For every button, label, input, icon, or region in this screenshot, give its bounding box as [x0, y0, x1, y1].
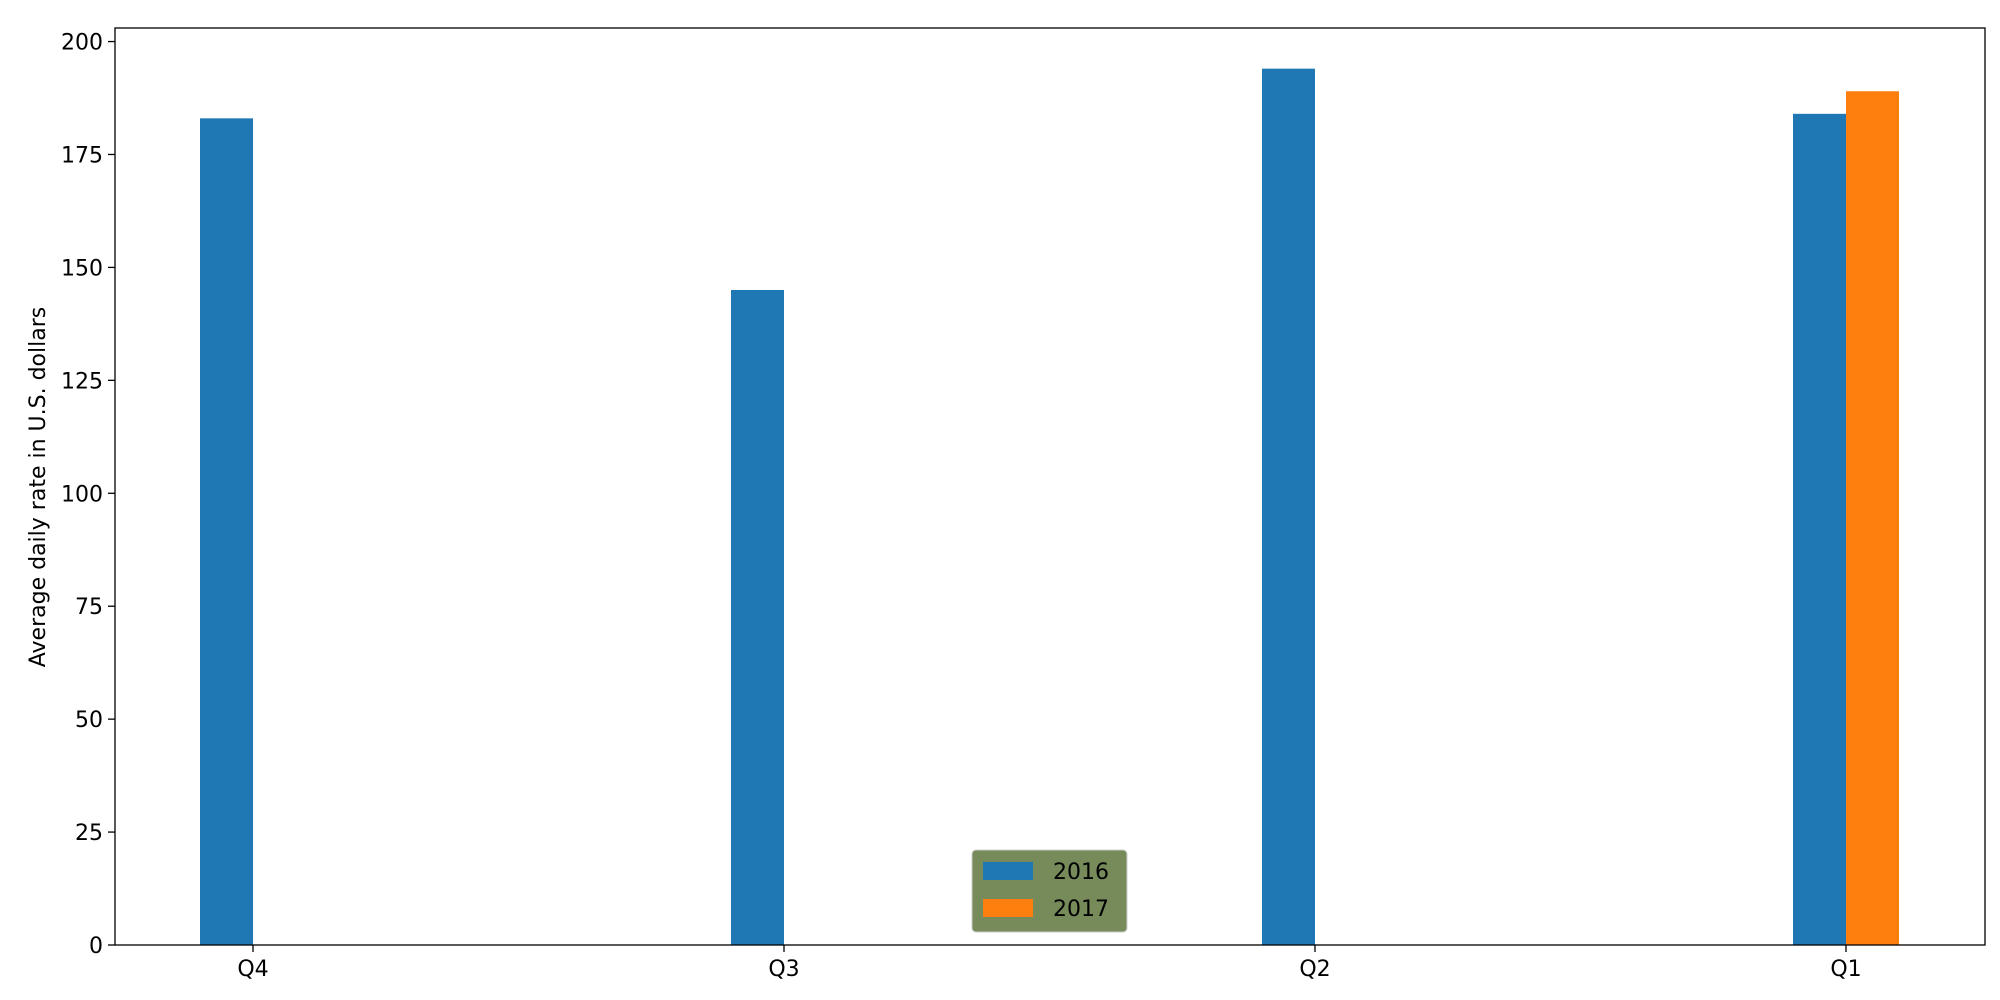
bar-2016-Q4	[200, 118, 253, 945]
bar-2016-Q2	[1262, 68, 1315, 946]
x-tick-label: Q2	[1299, 957, 1330, 982]
y-tick-label: 50	[75, 708, 103, 733]
legend-label-2017: 2017	[1053, 897, 1109, 922]
x-tick-label: Q4	[237, 957, 268, 982]
y-tick-label: 175	[61, 143, 103, 168]
y-tick-label: 125	[61, 369, 103, 394]
legend: 2016 2017	[971, 849, 1128, 933]
bars-layer	[200, 68, 1899, 946]
legend-label-2016: 2016	[1053, 860, 1109, 885]
bar-2016-Q1	[1793, 113, 1846, 946]
y-tick-label: 25	[75, 821, 103, 846]
y-tick-label: 100	[61, 482, 103, 507]
y-axis-title: Average daily rate in U.S. dollars	[26, 307, 51, 667]
bar-2016-Q3	[731, 290, 784, 945]
axes-layer: 0 25 50 75 100 125 150 175 200 Q4 Q3 Q2 Q1	[61, 27, 1986, 982]
legend-swatch-2016	[983, 862, 1033, 880]
x-tick-label: Q1	[1830, 957, 1861, 982]
y-tick-label: 150	[61, 256, 103, 281]
bar-2017-Q1	[1846, 91, 1899, 945]
y-tick-label: 0	[89, 934, 103, 959]
plot-frame	[114, 27, 1986, 946]
x-tick-label: Q3	[768, 957, 799, 982]
y-tick-label: 75	[75, 595, 103, 620]
y-tick-label: 200	[61, 31, 103, 56]
legend-swatch-2017	[983, 899, 1033, 917]
